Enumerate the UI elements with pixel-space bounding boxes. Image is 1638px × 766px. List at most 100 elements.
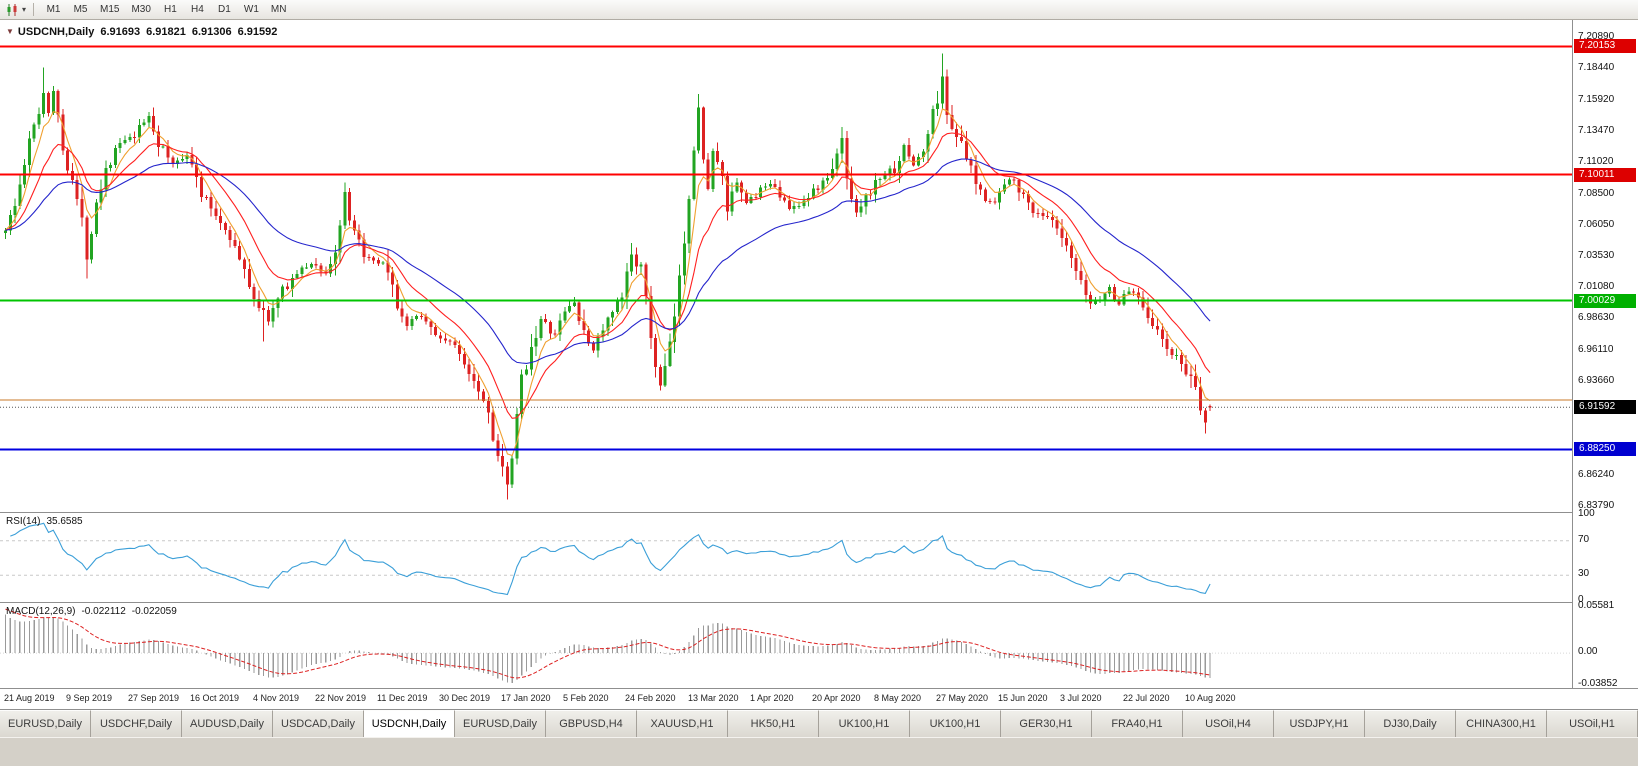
rsi-canvas[interactable] [0,513,1572,602]
date-axis-label: 13 Mar 2020 [688,693,739,703]
macd-label: MACD(12,26,9) [6,606,76,617]
date-axis-label: 27 Sep 2019 [128,693,180,703]
tab-usdcnh-daily[interactable]: USDCNH,Daily [364,710,455,737]
date-axis-label: 1 Apr 2020 [750,693,794,703]
price-axis-label: 6.96110 [1578,344,1614,355]
rsi-line [10,522,1211,596]
macd-caption: MACD(12,26,9) -0.022112 -0.022059 [6,606,183,617]
time-axis[interactable]: 21 Aug 2019 9 Sep 2019 27 Sep 2019 16 Oct 2… [0,688,1638,709]
timeframe-button-m1[interactable]: M1 [46,4,61,15]
timeframe-button-m5[interactable]: M5 [73,4,88,15]
main-chart-panel[interactable]: ▼ USDCNH,Daily 6.91693 6.91821 6.91306 6.9159… [0,20,1572,512]
tab-usoil-h1[interactable]: USOil,H1 [1547,710,1638,737]
candle-wicks-up [5,53,1178,488]
candle-bodies-down [47,76,1212,485]
macd-indicator-panel[interactable]: MACD(12,26,9) -0.022112 -0.022059 [0,602,1572,688]
price-badge-7.00029: 7.00029 [1574,294,1636,308]
price-axis-label: 6.83790 [1578,500,1615,511]
price-axis-label: 7.03530 [1578,250,1615,261]
rsi-caption: RSI(14) 35.6585 [6,516,89,527]
price-badge-6.88250: 6.88250 [1574,442,1636,456]
date-axis-label: 24 Feb 2020 [625,693,676,703]
timeframe-button-m30[interactable]: M30 [131,4,151,15]
date-axis-label: 10 Aug 2020 [1185,693,1236,703]
macd-axis-label: 0.00 [1578,646,1598,657]
price-badge-7.20153: 7.20153 [1574,39,1636,53]
date-axis-label: 17 Jan 2020 [501,693,551,703]
date-axis-label: 4 Nov 2019 [253,693,300,703]
date-axis-label: 3 Jul 2020 [1060,693,1102,703]
tab-eurusd-daily[interactable]: EURUSD,Daily [455,710,546,737]
one-click-trading-toggle-icon[interactable]: ▼ [6,27,14,36]
price-badge-7.10011: 7.10011 [1574,168,1636,182]
date-axis-label: 22 Nov 2019 [315,693,367,703]
chart-symbol-period: USDCNH,Daily [17,26,95,38]
ohlc-high: 6.91821 [146,26,186,38]
tab-xauusd-h1[interactable]: XAUUSD,H1 [637,710,728,737]
date-axis-label: 8 May 2020 [874,693,922,703]
ohlc-close: 6.91592 [237,26,278,38]
rsi-axis-label: 100 [1578,508,1595,519]
price-axis-label: 7.11020 [1578,156,1614,167]
date-axis-label: 9 Sep 2019 [66,693,113,703]
macd-signal-line [5,608,1211,679]
tab-hk50-h1[interactable]: HK50,H1 [728,710,819,737]
timeframe-button-h4[interactable]: H4 [191,4,204,15]
date-axis-label: 21 Aug 2019 [4,693,55,703]
tab-dj30-daily[interactable]: DJ30,Daily [1365,710,1456,737]
date-axis-label: 20 Apr 2020 [812,693,861,703]
chart-type-dropdown-caret-icon[interactable]: ▾ [22,5,27,14]
tab-usdcad-daily[interactable]: USDCAD,Daily [273,710,364,737]
timeframe-button-w1[interactable]: W1 [243,4,259,15]
date-axis-label: 27 May 2020 [936,693,989,703]
tab-fra40-h1[interactable]: FRA40,H1 [1092,710,1183,737]
tab-eurusd-daily[interactable]: EURUSD,Daily [0,710,91,737]
date-axis-label: 15 Jun 2020 [998,693,1048,703]
toolbar-separator [33,3,35,16]
tab-usoil-h4[interactable]: USOil,H4 [1183,710,1274,737]
rsi-indicator-panel[interactable]: RSI(14) 35.6585 [0,512,1572,602]
chart-type-icon[interactable] [4,2,22,18]
date-axis-label: 22 Jul 2020 [1123,693,1170,703]
date-axis-label: 5 Feb 2020 [563,693,609,703]
ma-line-34 [5,158,1211,364]
timeframe-button-mn[interactable]: MN [270,4,287,15]
price-axis-label: 7.15920 [1578,94,1615,105]
price-axis-label: 7.20890 [1578,31,1615,42]
rsi-axis-label: 70 [1578,534,1590,545]
chart-title: ▼ USDCNH,Daily 6.91693 6.91821 6.91306 6.9159… [6,26,277,38]
candle-wicks-down [48,69,1211,500]
price-axis-label: 6.86240 [1578,469,1615,480]
tab-usdjpy-h1[interactable]: USDJPY,H1 [1274,710,1365,737]
timeframe-button-h1[interactable]: H1 [164,4,177,15]
date-axis-label: 16 Oct 2019 [190,693,240,703]
price-axis-label: 7.13470 [1578,125,1615,136]
timeframe-button-m15[interactable]: M15 [100,4,120,15]
rsi-label: RSI(14) [6,516,41,527]
tab-uk100-h1[interactable]: UK100,H1 [819,710,910,737]
tab-audusd-daily[interactable]: AUDUSD,Daily [182,710,273,737]
macd-axis-label: 0.05581 [1578,600,1615,611]
tab-china300-h1[interactable]: CHINA300,H1 [1456,710,1547,737]
date-axis-label: 11 Dec 2019 [377,693,428,703]
timeframes-toolbar: ▾ M1 M5 M15 M30 H1 H4 D1 W1 MN [0,0,1638,20]
price-axis-label: 7.06050 [1578,219,1615,230]
date-axis-label: 30 Dec 2019 [439,693,491,703]
candle-bodies-up [4,76,1179,485]
tab-usdchf-daily[interactable]: USDCHF,Daily [91,710,182,737]
tab-ger30-h1[interactable]: GER30,H1 [1001,710,1092,737]
tab-uk100-h1[interactable]: UK100,H1 [910,710,1001,737]
price-axis-label: 6.98630 [1578,312,1615,323]
chart-type-icon-glyph [7,3,17,16]
ma-line-5 [5,108,1211,457]
macd-axis-label: -0.03852 [1578,678,1618,689]
tab-gbpusd-h4[interactable]: GBPUSD,H4 [546,710,637,737]
price-chart-canvas[interactable] [0,20,1572,512]
window-bottom-strip [0,737,1638,766]
current-price-badge: 6.91592 [1574,400,1636,414]
ma-line-13 [5,132,1211,419]
ohlc-open: 6.91693 [100,26,141,38]
macd-canvas[interactable] [0,603,1572,688]
price-axis[interactable]: 7.20890 7.18440 7.15920 7.13470 7.11020 7.085… [1572,20,1638,689]
timeframe-button-d1[interactable]: D1 [218,4,231,15]
